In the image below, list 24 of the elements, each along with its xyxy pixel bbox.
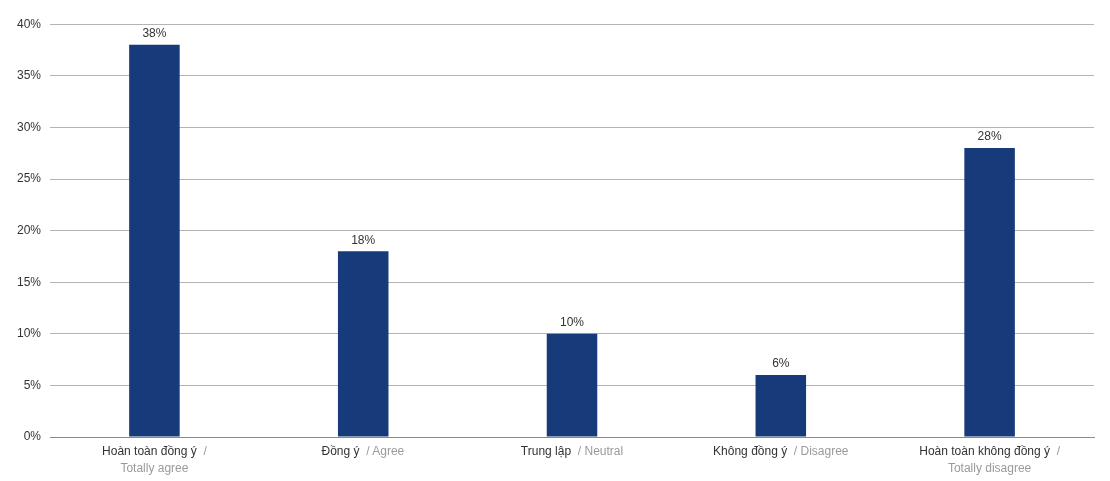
bar <box>546 333 598 437</box>
bar <box>964 148 1015 437</box>
y-tick-label: 5% <box>23 377 42 392</box>
y-tick-label: 30% <box>16 119 42 134</box>
y-tick-label: 20% <box>16 222 42 237</box>
category-label: Hoàn toàn không đồng ý / Totally disagree <box>919 444 1060 476</box>
data-label: 18% <box>351 232 376 247</box>
category-label: Hoàn toàn đồng ý / Totally agree <box>102 444 207 476</box>
y-tick-label: 0% <box>23 429 42 444</box>
bar <box>129 44 180 437</box>
data-label: 10% <box>559 315 585 330</box>
y-tick-label: 10% <box>16 326 42 341</box>
y-tick-label: 25% <box>16 171 42 186</box>
bar <box>755 375 807 437</box>
y-tick-label: 35% <box>16 68 42 83</box>
y-tick-label: 15% <box>16 274 42 289</box>
data-label: 28% <box>977 129 1002 144</box>
x-tick-label: Không đồng ý / Disagree <box>713 444 849 459</box>
data-label: 38% <box>142 26 167 41</box>
y-tick-label: 40% <box>16 16 42 31</box>
data-label: 6% <box>772 356 790 371</box>
bar <box>337 251 389 437</box>
x-tick-label: Trung lập / Neutral <box>520 444 624 459</box>
x-tick-label: Đồng ý / Agree <box>321 444 405 459</box>
